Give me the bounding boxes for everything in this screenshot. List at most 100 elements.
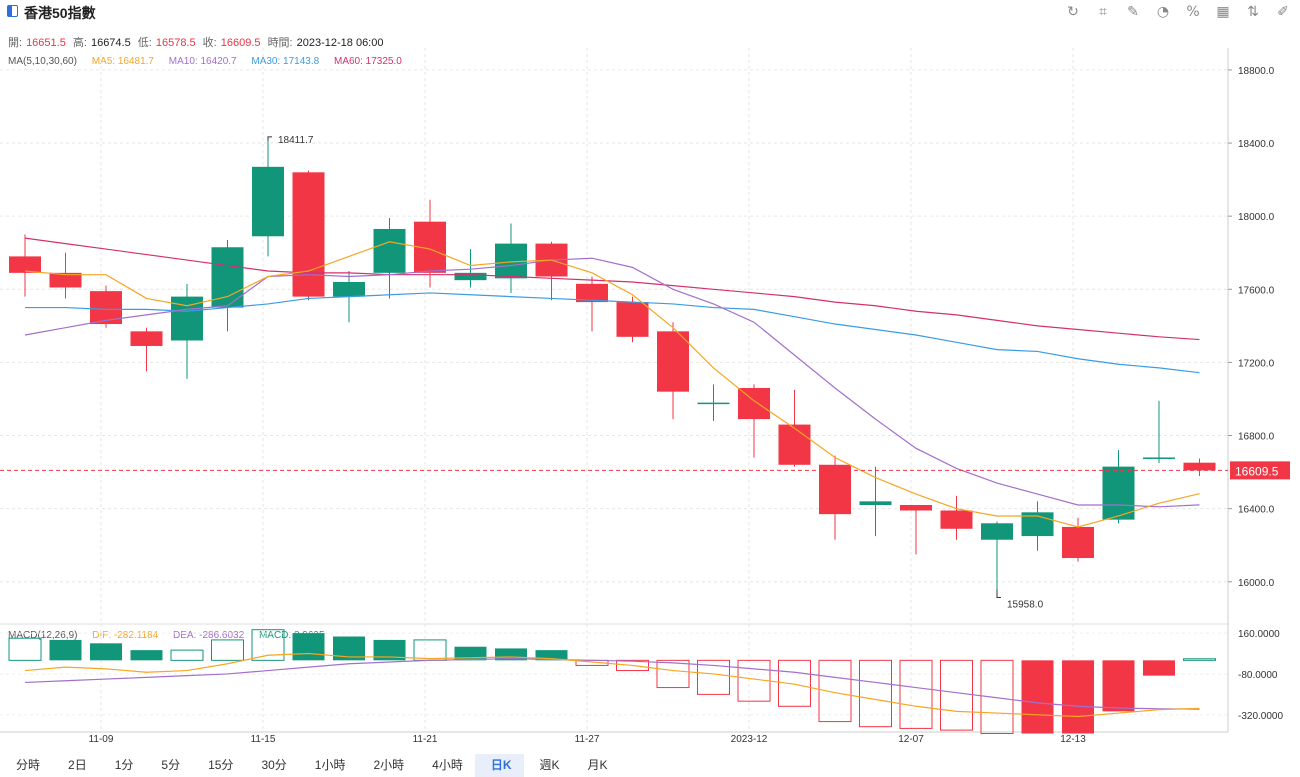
open-value: 16651.5 xyxy=(26,37,66,49)
tab-monthly[interactable]: 月K xyxy=(587,758,608,772)
y-tick-label: 16000.0 xyxy=(1238,578,1275,589)
y-tick-label: 16400.0 xyxy=(1238,505,1275,516)
tab-intraday[interactable]: 分時 xyxy=(16,758,41,772)
dea-line xyxy=(24,658,1200,710)
tab-4hour[interactable]: 4小時 xyxy=(432,758,463,772)
dif-legend: DIF: -282.1184 xyxy=(92,630,159,641)
top-bar: 香港50指數 ↻ ⌗ ✎ ◔ % ▦ ⇅ ✐ xyxy=(0,0,1300,24)
page-title: 香港50指數 xyxy=(24,5,96,21)
draw-icon[interactable]: ✎ xyxy=(1127,4,1139,20)
y-tick-label: 18400.0 xyxy=(1238,139,1275,150)
edit-icon[interactable]: ✐ xyxy=(1277,4,1289,20)
macd-bar xyxy=(1183,658,1216,661)
tab-1hour[interactable]: 1小時 xyxy=(314,758,346,772)
macd-tick-label: -80.0000 xyxy=(1238,670,1278,681)
y-tick-label: 18000.0 xyxy=(1238,212,1275,223)
candle-body xyxy=(373,228,406,273)
high-marker-arrow xyxy=(267,136,272,141)
toolbar: ↻ ⌗ ✎ ◔ % ▦ ⇅ ✐ xyxy=(1064,3,1292,21)
ma-legend-label: MA(5,10,30,60) xyxy=(8,56,77,67)
ma60-legend: MA60: 17325.0 xyxy=(333,56,402,67)
close-label: 收: xyxy=(202,37,217,49)
tab-5min[interactable]: 5分 xyxy=(161,758,181,772)
ma5-line xyxy=(24,241,1200,528)
last-price-tag xyxy=(1230,461,1290,480)
macd-bar xyxy=(1062,660,1094,734)
macd-bar xyxy=(170,649,204,661)
macd-bar xyxy=(454,646,487,661)
grid-icon[interactable]: ▦ xyxy=(1216,4,1230,20)
candle-body xyxy=(697,402,730,405)
macd-bar xyxy=(495,648,527,661)
candle-body xyxy=(9,256,41,273)
candle-body xyxy=(738,388,770,420)
y-tick-label: 17200.0 xyxy=(1238,358,1275,369)
y-tick-label: 18800.0 xyxy=(1238,66,1275,77)
macd-bar xyxy=(778,659,811,707)
time-label: 時間: xyxy=(267,37,293,49)
macd-bar xyxy=(1143,660,1175,676)
macd-bar xyxy=(251,629,285,661)
x-tick-label: 12-13 xyxy=(1060,734,1086,745)
candle-body xyxy=(859,501,892,506)
crop-icon[interactable]: ⌗ xyxy=(1099,4,1107,20)
ma10-legend: MA10: 16420.7 xyxy=(168,56,237,67)
x-tick-label: 2023-12 xyxy=(731,734,768,745)
tab-30min[interactable]: 30分 xyxy=(261,758,287,772)
tab-2day[interactable]: 2日 xyxy=(68,758,87,772)
period-tabs: 分時 2日 1分 5分 15分 30分 1小時 2小時 4小時 日K 週K 月K xyxy=(0,754,1300,777)
candle-body xyxy=(252,166,284,237)
dea-legend: DEA: -286.6032 xyxy=(173,630,245,641)
refresh-icon[interactable]: ↻ xyxy=(1067,4,1079,20)
macd-bar xyxy=(130,650,163,661)
macd-bar xyxy=(49,639,82,661)
macd-bar xyxy=(1102,660,1135,712)
candle-body xyxy=(292,172,325,297)
x-tick-label: 12-07 xyxy=(898,734,924,745)
macd-bar xyxy=(940,659,973,731)
x-tick-label: 11-15 xyxy=(251,734,276,745)
high-value: 16674.5 xyxy=(90,37,131,49)
tab-weekly[interactable]: 週K xyxy=(539,758,560,772)
compare-icon[interactable]: ⇅ xyxy=(1247,4,1259,20)
macd-bar xyxy=(697,659,730,695)
macd-bar xyxy=(90,643,122,661)
macd-bar xyxy=(413,639,447,661)
macd-bar xyxy=(211,639,244,661)
candle-body xyxy=(900,505,932,511)
macd-bar xyxy=(980,659,1014,735)
ma-legend: MA(5,10,30,60) MA5: 16481.7 MA10: 16420.… xyxy=(8,56,414,67)
pie-icon[interactable]: ◔ xyxy=(1156,4,1170,20)
candle-body xyxy=(130,331,163,346)
macd-bar xyxy=(859,659,892,728)
y-tick-label: 17600.0 xyxy=(1238,285,1275,296)
low-marker-label: 15958.0 xyxy=(1007,599,1044,610)
candle-body xyxy=(1062,526,1094,559)
tab-daily[interactable]: 日K xyxy=(474,754,524,777)
tab-2hour[interactable]: 2小時 xyxy=(373,758,405,772)
candle-body xyxy=(454,272,487,281)
macd-bar xyxy=(656,659,690,689)
macd-value-legend: MACD: 8.9695 xyxy=(258,630,325,641)
x-tick-label: 11-21 xyxy=(413,734,438,745)
low-marker-arrow xyxy=(996,589,1001,598)
price-chart[interactable]: 18800.0 18400.0 18000.0 17600.0 17200.0 16800… xyxy=(0,0,1300,754)
macd-bar xyxy=(292,633,325,661)
high-label: 高: xyxy=(72,37,87,49)
macd-bar xyxy=(818,659,852,723)
candle-body xyxy=(778,424,811,465)
candle-body xyxy=(616,302,649,337)
macd-bar xyxy=(333,636,365,661)
candle-body xyxy=(657,331,689,392)
candle-body xyxy=(1143,457,1175,459)
time-value: 2023-12-18 06:00 xyxy=(296,37,384,49)
tab-1min[interactable]: 1分 xyxy=(114,758,134,772)
macd-bar xyxy=(373,639,406,661)
low-value: 16578.5 xyxy=(155,37,196,49)
macd-bar xyxy=(8,637,42,661)
ohlc-readout: 開: 16651.5 高: 16674.5 低: 16578.5 收: 16609.5 … xyxy=(8,34,387,50)
percent-icon[interactable]: % xyxy=(1186,4,1200,20)
candle-body xyxy=(819,464,851,515)
ma30-line xyxy=(25,292,1200,374)
tab-15min[interactable]: 15分 xyxy=(208,758,234,772)
